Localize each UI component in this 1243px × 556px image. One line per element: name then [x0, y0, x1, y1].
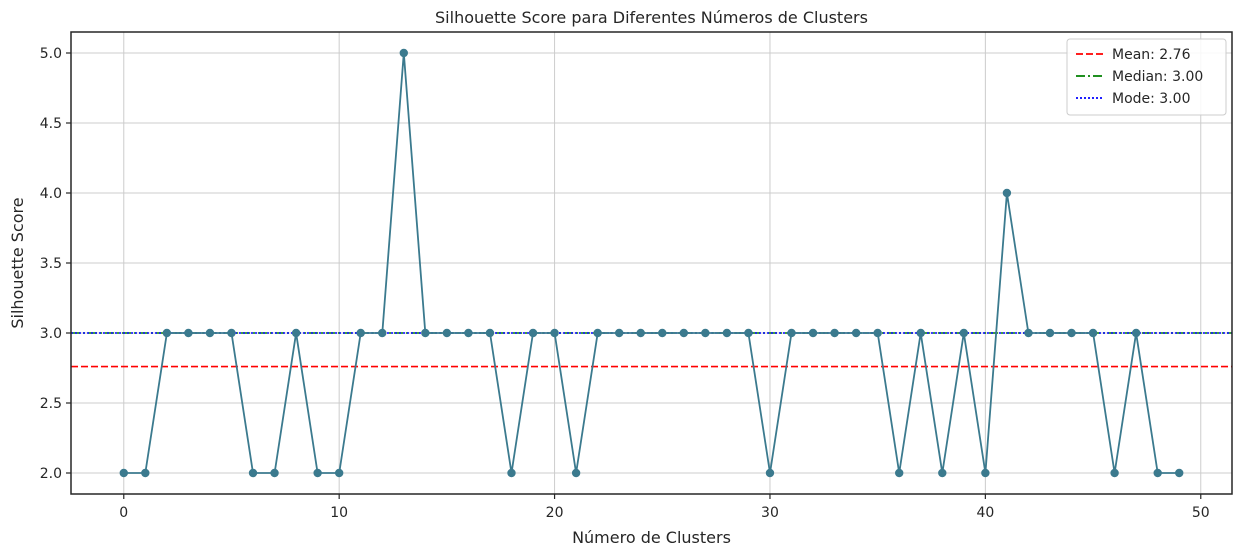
data-point	[291, 328, 301, 338]
data-point	[1002, 188, 1012, 198]
data-point	[248, 468, 258, 478]
data-point	[442, 328, 452, 338]
data-point	[873, 328, 882, 338]
data-point	[162, 328, 172, 338]
data-point	[571, 468, 581, 478]
x-tick-label: 30	[761, 505, 779, 521]
data-point	[227, 328, 236, 338]
data-point	[593, 328, 602, 338]
reference-lines	[71, 332, 1232, 368]
data-point	[679, 328, 689, 338]
data-point	[1067, 328, 1076, 338]
y-tick-label: 4.0	[40, 186, 62, 202]
series-line	[123, 52, 1180, 474]
data-point	[981, 468, 990, 478]
data-point	[334, 468, 344, 478]
data-point	[959, 328, 969, 338]
data-point	[1110, 468, 1119, 478]
data-point	[356, 328, 365, 338]
data-point	[722, 328, 732, 338]
data-point	[378, 328, 387, 338]
data-point	[485, 328, 495, 338]
data-point	[1024, 328, 1033, 338]
data-point	[765, 468, 775, 478]
y-tick-label: 5.0	[40, 46, 62, 62]
series	[119, 48, 1184, 478]
data-point	[1131, 328, 1141, 338]
y-tick-label: 4.5	[40, 116, 62, 132]
x-tick-label: 0	[119, 505, 128, 521]
x-tick-label: 10	[330, 505, 348, 521]
data-point	[507, 468, 516, 478]
data-point	[1153, 468, 1162, 478]
data-point	[1088, 328, 1098, 338]
data-point	[313, 468, 322, 478]
data-point	[421, 328, 430, 338]
y-tick-label: 3.5	[40, 256, 62, 272]
data-point	[550, 328, 559, 338]
data-point	[205, 328, 215, 338]
data-point	[528, 328, 538, 338]
y-tick-label: 2.5	[40, 396, 62, 412]
y-tick-label: 3.0	[40, 326, 62, 342]
data-point	[744, 328, 753, 338]
data-point	[1175, 468, 1184, 478]
data-point	[916, 328, 925, 338]
data-point	[851, 328, 861, 338]
x-tick-label: 50	[1192, 505, 1210, 521]
data-point	[701, 328, 710, 338]
data-point	[636, 328, 645, 338]
x-tick-label: 40	[976, 505, 994, 521]
data-point	[399, 48, 408, 58]
data-point	[830, 328, 839, 338]
data-point	[184, 328, 193, 338]
y-axis-title: Silhouette Score	[8, 197, 27, 328]
data-point	[141, 468, 150, 478]
data-point	[658, 328, 667, 338]
chart-title: Silhouette Score para Diferentes Números…	[435, 8, 868, 27]
data-point	[787, 328, 796, 338]
data-point	[895, 468, 904, 478]
data-point	[270, 468, 279, 478]
data-point	[938, 468, 947, 478]
y-tick-label: 2.0	[40, 466, 62, 482]
legend-label: Median: 3.00	[1112, 69, 1203, 85]
legend-box	[1066, 38, 1227, 116]
legend-label: Mode: 3.00	[1112, 91, 1190, 107]
data-point	[1045, 328, 1055, 338]
legend: Mean: 2.76 Median: 3.00 Mode: 3.00	[1066, 38, 1227, 116]
x-tick-label: 20	[546, 505, 564, 521]
data-point	[119, 468, 128, 478]
x-axis-title: Número de Clusters	[572, 528, 731, 547]
data-point	[464, 328, 473, 338]
ticks: 0 10 20 30 40 50 2.0 2.5 3.0 3.5 4.0 4.5 5.0	[40, 46, 1210, 521]
data-point	[614, 328, 624, 338]
legend-label: Mean: 2.76	[1112, 47, 1191, 63]
data-point	[808, 328, 818, 338]
